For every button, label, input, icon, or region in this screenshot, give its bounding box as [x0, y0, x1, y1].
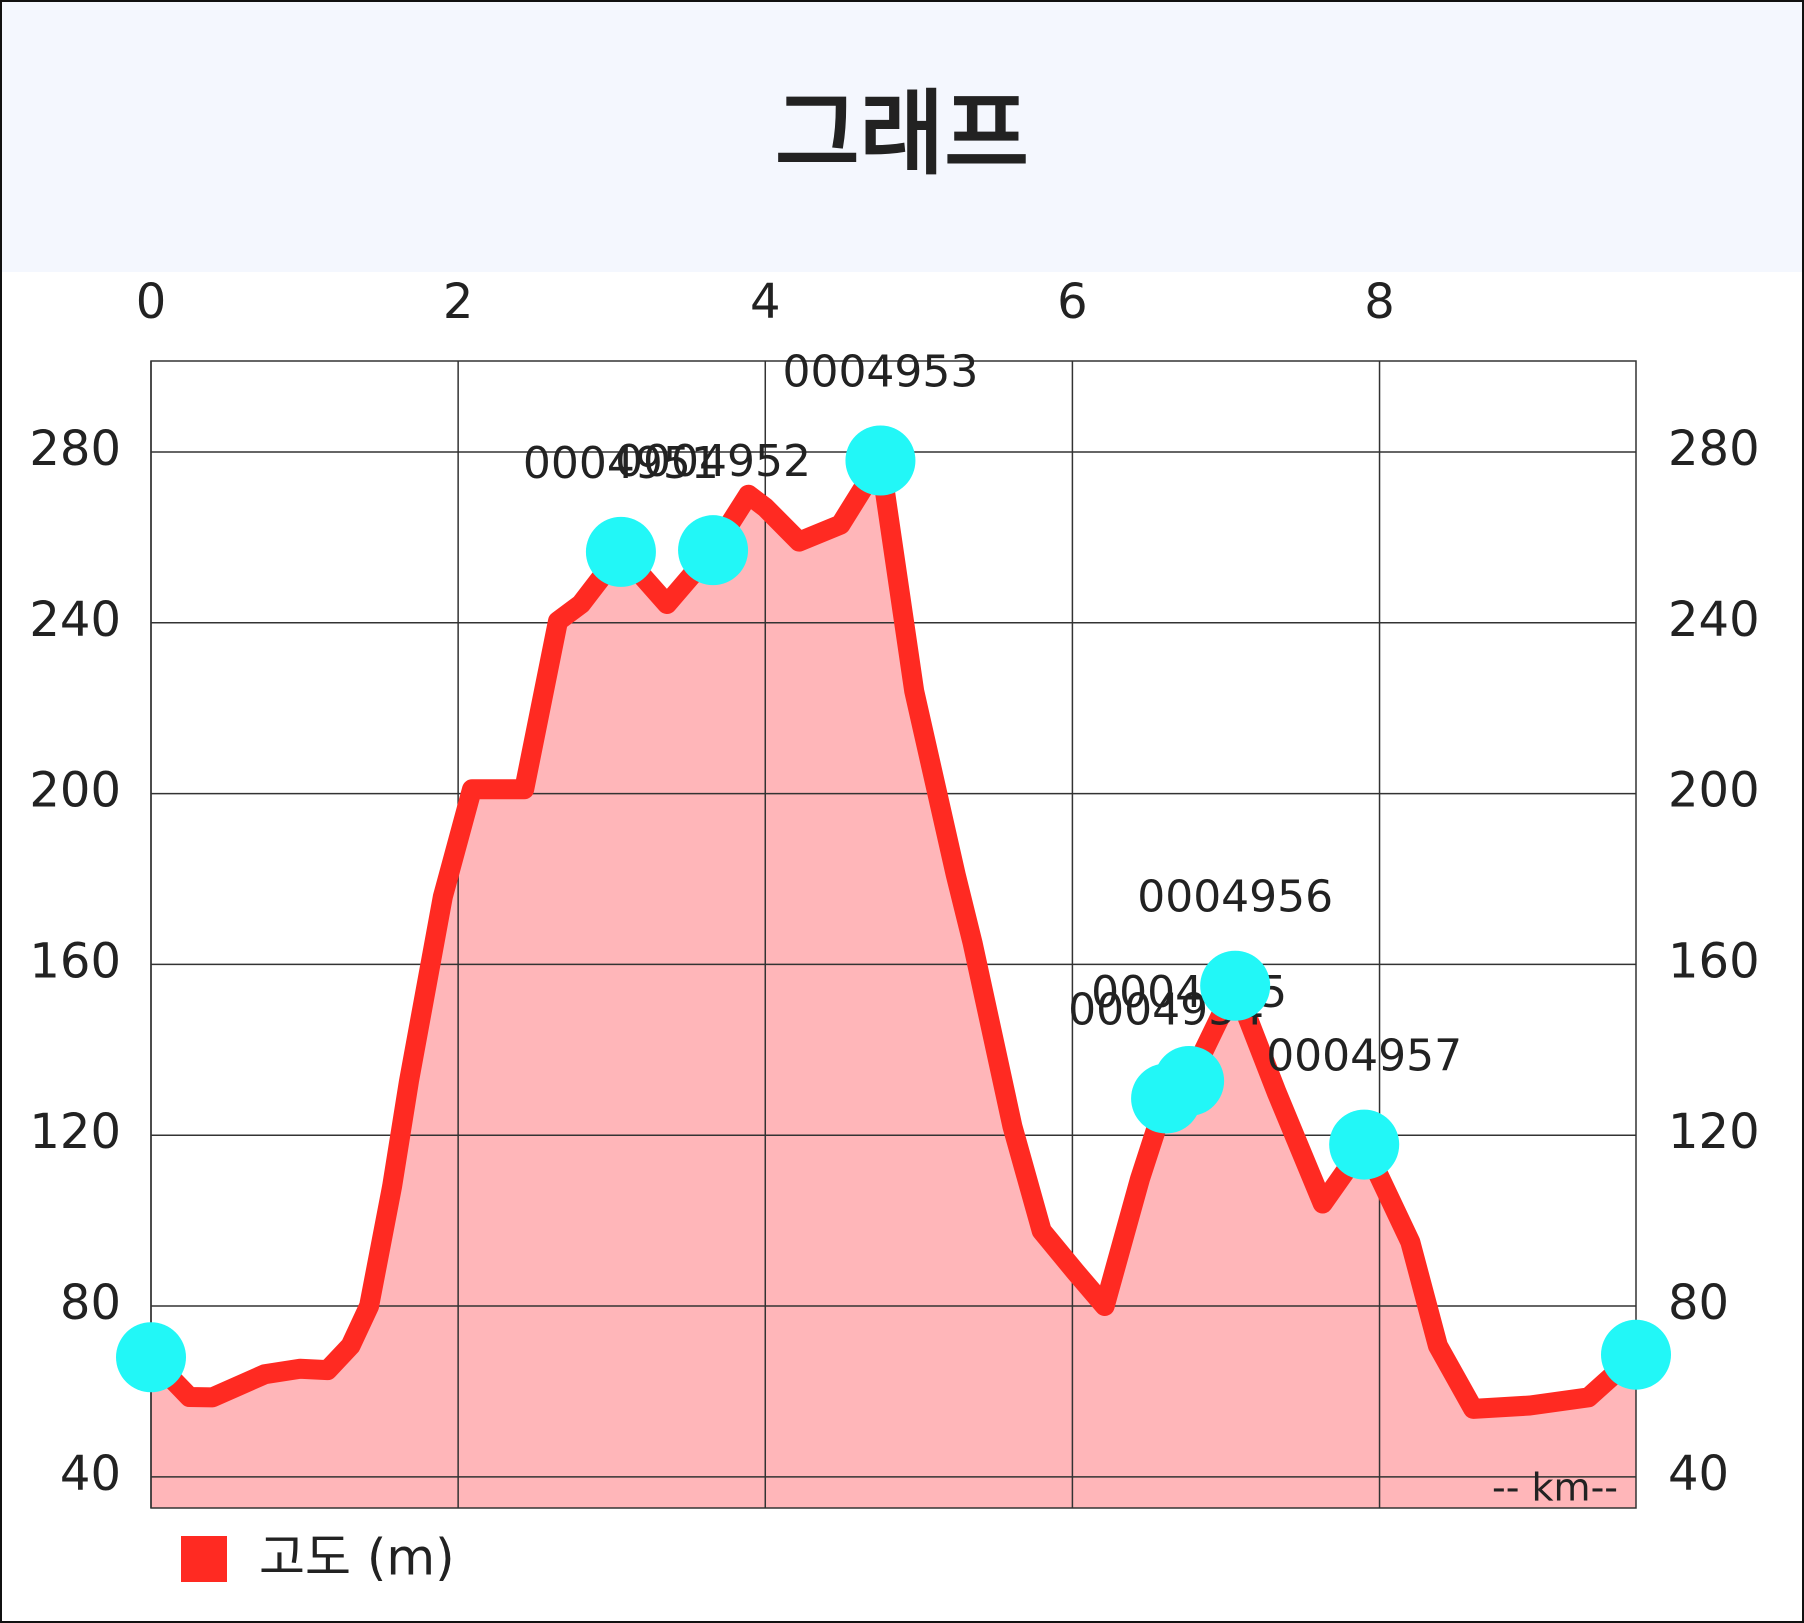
x-tick-label: 6: [1057, 274, 1088, 330]
waypoint: [1200, 950, 1271, 1021]
x-tick-label: 0: [136, 274, 167, 330]
waypoint: [116, 1322, 186, 1393]
y-tick-label: 280: [29, 421, 121, 477]
legend-label: 고도 (m): [259, 1529, 455, 1587]
y2-tick-label: 280: [1668, 421, 1760, 477]
waypoint: [585, 516, 656, 587]
legend-swatch: [181, 1536, 227, 1582]
waypoint-label: 0004953: [782, 346, 978, 397]
x-tick-label: 4: [750, 274, 781, 330]
plot-frame: [150, 360, 1637, 1509]
y-tick-label: 160: [29, 933, 121, 989]
waypoint: [845, 425, 916, 496]
y-tick-label: 240: [29, 592, 121, 648]
chart-title: 그래프: [775, 80, 1029, 187]
waypoint-label: 0004956: [1137, 872, 1333, 923]
y2-tick-label: 240: [1668, 592, 1760, 648]
waypoint: [1601, 1319, 1671, 1390]
y-tick-label: 200: [29, 763, 121, 819]
axis-annotation: -- km--: [1492, 1466, 1618, 1510]
y2-tick-label: 200: [1668, 763, 1760, 819]
y-tick-label: 120: [29, 1104, 121, 1160]
waypoint: [1329, 1109, 1400, 1180]
y2-tick-label: 160: [1668, 933, 1760, 989]
y2-tick-label: 120: [1668, 1104, 1760, 1160]
y-tick-label: 80: [60, 1275, 121, 1331]
waypoint-label: 0004952: [615, 436, 811, 487]
area: [151, 460, 1636, 1508]
x-tick-label: 2: [443, 274, 474, 330]
y-tick-label: 40: [60, 1446, 121, 1502]
waypoint-label: 0004957: [1266, 1031, 1462, 1082]
line: [141, 450, 1646, 1419]
waypoint: [678, 515, 749, 586]
waypoint: [1154, 1045, 1225, 1116]
x-tick-label: 8: [1364, 274, 1395, 330]
y2-tick-label: 40: [1668, 1446, 1729, 1502]
title-bar: [0, 0, 1804, 272]
waypoint-label: 0004951: [523, 438, 719, 489]
y2-tick-label: 80: [1668, 1275, 1729, 1331]
